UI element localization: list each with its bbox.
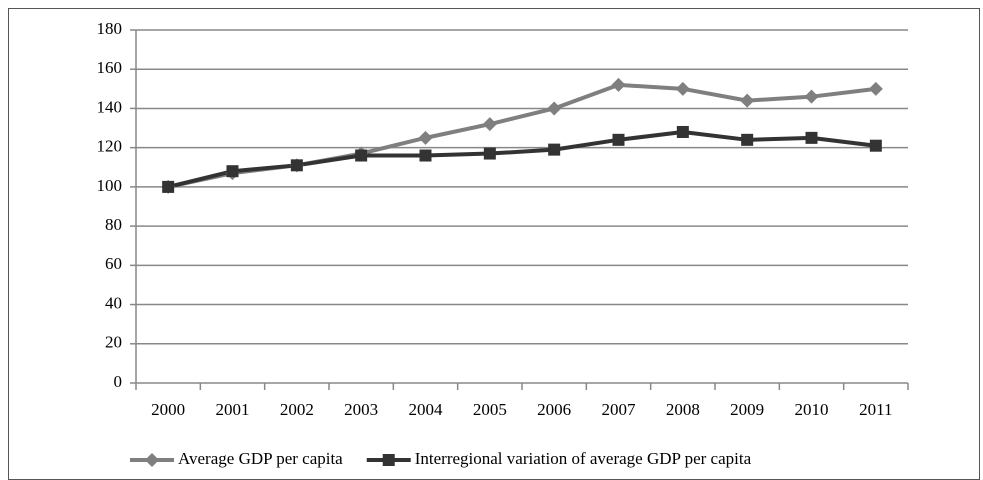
data-point [418, 130, 433, 145]
data-point [355, 149, 368, 162]
x-tick-label: 2006 [537, 400, 571, 419]
x-tick-label: 2009 [730, 400, 764, 419]
x-tick-label: 2004 [409, 400, 444, 419]
y-tick-label: 140 [97, 97, 123, 116]
data-point [226, 165, 239, 178]
x-tick-label: 2008 [666, 400, 700, 419]
x-tick-label: 2001 [216, 400, 250, 419]
data-point [419, 149, 432, 162]
data-point [482, 117, 497, 132]
series-line [167, 129, 877, 189]
data-point [805, 131, 818, 144]
data-point [868, 81, 883, 96]
x-tick-label: 2000 [151, 400, 185, 419]
data-point [741, 133, 754, 146]
y-tick-label: 160 [97, 58, 123, 77]
series-line [167, 82, 877, 189]
data-point [611, 77, 626, 92]
data-point [290, 159, 303, 172]
y-tick-label: 20 [105, 333, 122, 352]
y-tick-label: 120 [97, 137, 123, 156]
data-point [740, 93, 755, 108]
y-tick-label: 0 [114, 372, 123, 391]
data-point [548, 143, 561, 156]
data-point [675, 81, 690, 96]
data-point [676, 125, 689, 138]
legend-label: Average GDP per capita [178, 449, 343, 468]
x-tick-label: 2005 [473, 400, 507, 419]
data-point [162, 180, 175, 193]
x-tick-label: 2002 [280, 400, 314, 419]
data-point [483, 147, 496, 160]
y-tick-label: 60 [105, 254, 122, 273]
y-tick-label: 80 [105, 215, 122, 234]
legend-label: Interregional variation of average GDP p… [415, 449, 752, 468]
legend-marker [382, 454, 395, 466]
x-tick-label: 2011 [859, 400, 892, 419]
data-point [804, 89, 819, 104]
data-point [612, 133, 625, 146]
x-tick-label: 2003 [344, 400, 378, 419]
data-point [869, 139, 882, 152]
legend-marker [145, 453, 159, 467]
data-point [547, 101, 562, 116]
x-tick-label: 2007 [602, 400, 637, 419]
y-tick-label: 100 [97, 176, 123, 195]
y-tick-label: 40 [105, 293, 122, 312]
x-tick-label: 2010 [795, 400, 829, 419]
y-tick-label: 180 [97, 19, 123, 38]
